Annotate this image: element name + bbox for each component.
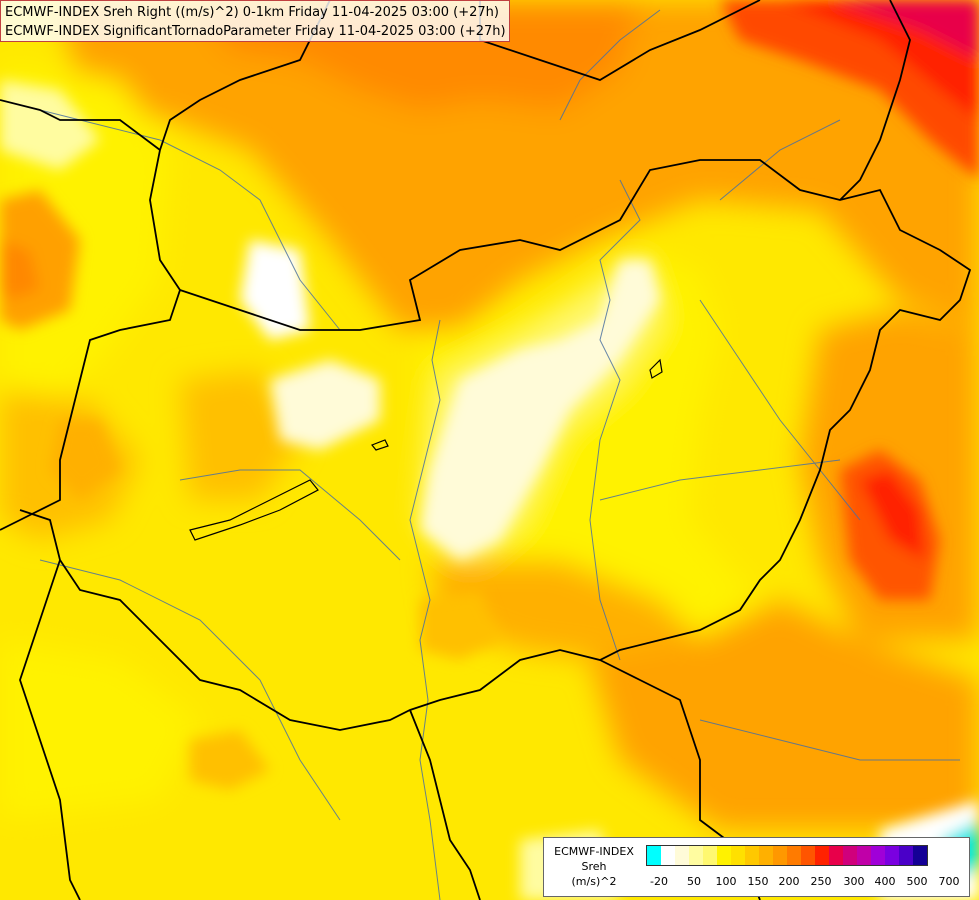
legend-swatch [717,846,731,865]
legend-swatch [801,846,815,865]
legend-tick-label: 250 [810,875,832,888]
legend-tick-label: 400 [874,875,896,888]
legend-swatch [899,846,913,865]
lake-small [371,439,389,451]
legend-swatch [773,846,787,865]
sreh-field-broad [0,0,979,830]
legend-tick-label: 200 [778,875,800,888]
legend-swatch [913,846,927,865]
legend-label: ECMWF-INDEX Sreh (m/s)^2 [544,844,644,889]
lake-balaton [189,479,319,541]
legend-parameter: Sreh [581,860,607,873]
legend-swatch [647,846,661,865]
legend-swatch [675,846,689,865]
legend-swatch [843,846,857,865]
legend-swatch [661,846,675,865]
legend-tick-label: 500 [906,875,928,888]
lake-small [649,358,663,379]
legend-colorbar [646,845,928,866]
legend-swatch [703,846,717,865]
legend-tick-label: 300 [843,875,865,888]
legend-swatch [857,846,871,865]
legend-source: ECMWF-INDEX [554,845,634,858]
legend-tick-label: 150 [747,875,769,888]
legend-swatch [871,846,885,865]
legend-tick-label: -20 [650,875,668,888]
legend-swatch [689,846,703,865]
legend-swatch [759,846,773,865]
legend-swatch [731,846,745,865]
legend-swatch [829,846,843,865]
color-legend: ECMWF-INDEX Sreh (m/s)^2 -20 50 100 150 200 2… [543,837,970,897]
legend-unit: (m/s)^2 [571,875,617,888]
map-title: ECMWF-INDEX Sreh Right ((m/s)^2) 0-1km F… [0,0,510,42]
legend-tick-label: 700 [938,875,960,888]
legend-tick-label: 50 [687,875,701,888]
legend-swatch [745,846,759,865]
title-line-sreh: ECMWF-INDEX Sreh Right ((m/s)^2) 0-1km F… [5,5,499,20]
lakes [189,358,663,541]
title-line-stp: ECMWF-INDEX SignificantTornadoParameter … [5,24,506,39]
legend-tick-label: 100 [715,875,737,888]
legend-swatch [815,846,829,865]
legend-swatch [787,846,801,865]
legend-swatch [885,846,899,865]
